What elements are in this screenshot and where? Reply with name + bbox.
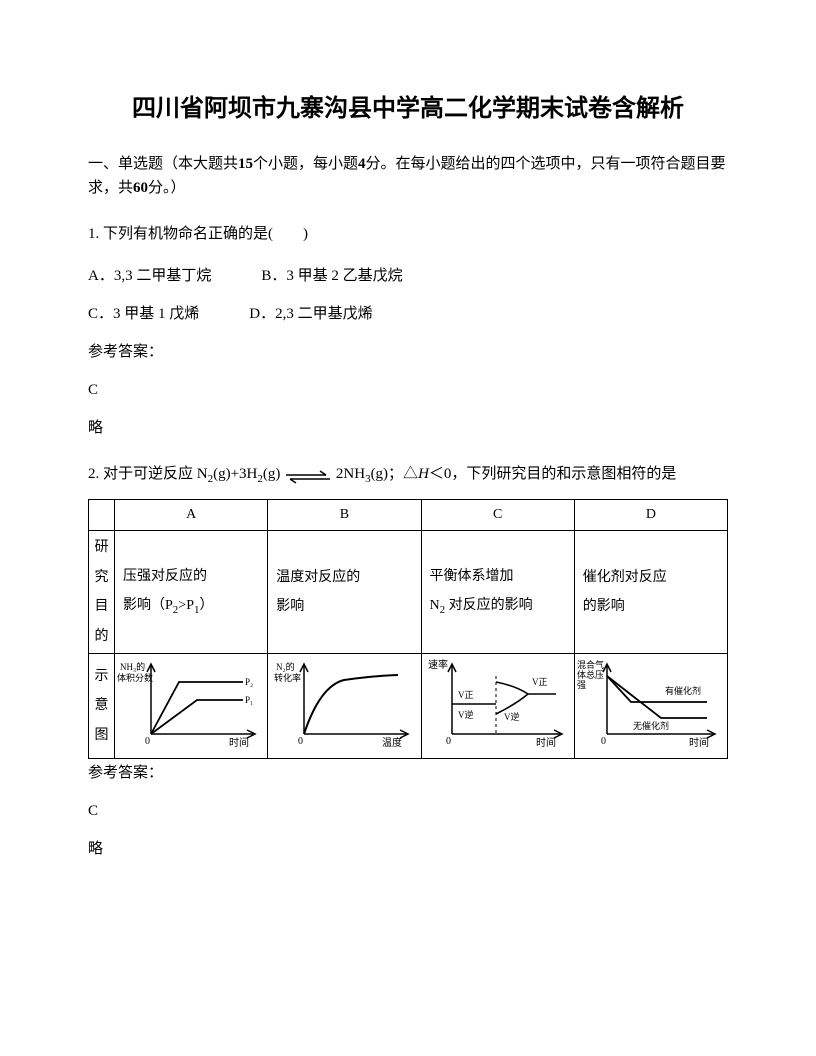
q1-options-row2: C．3 甲基 1 戊烯 D．2,3 二甲基戊烯 — [88, 302, 728, 326]
q2-rowhdr-purpose: 研究目的 — [89, 531, 115, 654]
q2-cellB: 温度对反应的 影响 — [268, 531, 421, 654]
chartC-xl: 时间 — [536, 736, 556, 748]
svg-text:0: 0 — [601, 736, 606, 747]
chartA-yl2: 体积分数 — [117, 672, 153, 683]
section-total: 60 — [133, 180, 148, 196]
chartA-yl1: NH₃的 — [120, 661, 145, 672]
q2-cellB-l2: 影响 — [276, 599, 304, 614]
q2-hdr-D: D — [574, 499, 727, 530]
chartB-xl: 温度 — [382, 736, 402, 748]
q1-optD: D．2,3 二甲基戊烯 — [249, 302, 372, 326]
q2-hdr-B: B — [268, 499, 421, 530]
q1-optB: B．3 甲基 2 乙基戊烷 — [261, 264, 402, 288]
q2-hdr-C: C — [421, 499, 574, 530]
chartC-vf2: V正 — [532, 677, 548, 687]
q2-stem-pre: 2. 对于可逆反应 N — [88, 466, 208, 482]
chartB-yl2: 转化率 — [274, 672, 301, 683]
q1-options-row1: A．3,3 二甲基丁烷 B．3 甲基 2 乙基戊烷 — [88, 264, 728, 288]
chartD-yl3: 强 — [577, 680, 586, 690]
q2-g1: (g)+3H — [213, 466, 257, 482]
chartC-vf1: V正 — [458, 690, 474, 700]
q2-cellC-l2pre: N — [430, 598, 440, 613]
q2-omit: 略 — [88, 837, 728, 861]
section-count: 15 — [238, 156, 253, 172]
chartC-vr1: V逆 — [458, 709, 474, 720]
svg-text:0: 0 — [446, 736, 451, 747]
chartA-xl: 时间 — [229, 736, 249, 748]
q2-cellA-l1: 压强对反应的 — [123, 569, 207, 584]
section-pts: 4 — [358, 156, 366, 172]
q2-hdr-A: A — [115, 499, 268, 530]
q2-post: ＜0，下列研究目的和示意图相符的是 — [429, 466, 677, 482]
q1-omit: 略 — [88, 416, 728, 440]
q2-cellA-mid: >P — [178, 598, 194, 613]
q2-cellD-l2: 的影响 — [583, 599, 625, 614]
q2-chartD: 混合气 体总压 强 0 时间 有催化剂 无催化剂 — [574, 653, 727, 758]
chartA-p2: P₂ — [245, 677, 253, 687]
section-mid1: 个小题，每小题 — [253, 156, 358, 172]
q2-table: A B C D 研究目的 压强对反应的 影响（P2>P1） 温度对反应的 影响 … — [88, 499, 728, 759]
q2-cellC: 平衡体系增加 N2 对反应的影响 — [421, 531, 574, 654]
page-title: 四川省阿坝市九寨沟县中学高二化学期末试卷含解析 — [88, 90, 728, 128]
q2-cellC-l2post: 对反应的影响 — [445, 598, 533, 613]
q2-corner — [89, 499, 115, 530]
chartD-cat: 有催化剂 — [665, 685, 701, 696]
q2-cellA-post: ） — [199, 598, 213, 613]
chartC-yl: 速率 — [428, 658, 448, 671]
q2-stem: 2. 对于可逆反应 N2(g)+3H2(g) 2NH3(g)；△H＜0，下列研究… — [88, 462, 728, 489]
svg-text:0: 0 — [298, 736, 303, 747]
q1-answer-label: 参考答案： — [88, 340, 728, 364]
q2-rowhdr-diagram: 示意图 — [89, 653, 115, 758]
svg-text:0: 0 — [145, 736, 150, 747]
chartD-nocat: 无催化剂 — [633, 720, 669, 731]
q2-italic-h: H — [418, 466, 429, 482]
q1-optC: C．3 甲基 1 戊烯 — [88, 302, 199, 326]
chartC-vr2: V逆 — [504, 711, 520, 722]
chartD-yl2: 体总压 — [577, 669, 604, 680]
chartD-yl1: 混合气 — [577, 659, 604, 670]
q2-cellA: 压强对反应的 影响（P2>P1） — [115, 531, 268, 654]
q2-cellB-l1: 温度对反应的 — [276, 570, 360, 585]
chartB-yl1: N₂的 — [276, 661, 295, 672]
section-pre: 一、单选题（本大题共 — [88, 156, 238, 172]
q2-g2: (g) — [263, 466, 281, 482]
q1-optA: A．3,3 二甲基丁烷 — [88, 264, 211, 288]
section-post: 分。） — [148, 180, 186, 196]
q2-g3: (g)；△ — [371, 466, 419, 482]
q1-answer: C — [88, 378, 728, 402]
q1-stem: 1. 下列有机物命名正确的是( ) — [88, 222, 728, 246]
q2-cellA-l2pre: 影响（P — [123, 598, 173, 613]
section-intro: 一、单选题（本大题共15个小题，每小题4分。在每小题给出的四个选项中，只有一项符… — [88, 152, 728, 200]
q2-cellC-l1: 平衡体系增加 — [430, 569, 514, 584]
chartA-p1: P₁ — [245, 695, 253, 705]
equilibrium-arrow-icon — [284, 468, 332, 482]
q2-chartB: N₂的 转化率 0 温度 — [268, 653, 421, 758]
q2-chartC: 速率 0 时间 V正 V逆 V正 V逆 — [421, 653, 574, 758]
q2-cellD: 催化剂对反应 的影响 — [574, 531, 727, 654]
q2-answer: C — [88, 799, 728, 823]
q2-answer-label: 参考答案： — [88, 761, 728, 785]
q2-mid: 2NH — [332, 466, 365, 482]
chartD-xl: 时间 — [689, 736, 709, 748]
q2-chartA: NH₃的 体积分数 0 时间 P₂ P₁ — [115, 653, 268, 758]
q2-cellD-l1: 催化剂对反应 — [583, 570, 667, 585]
